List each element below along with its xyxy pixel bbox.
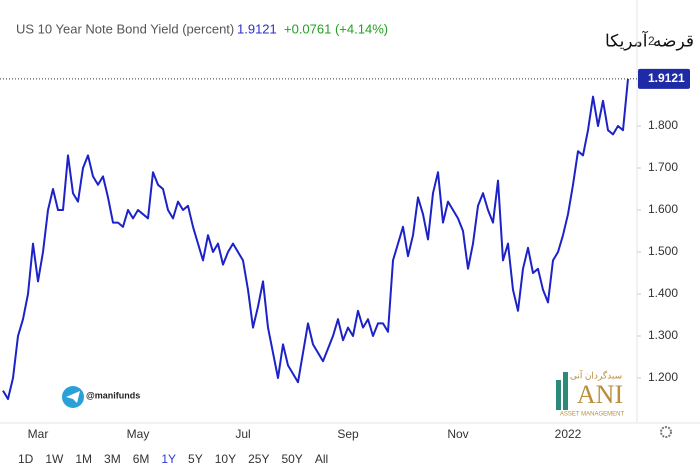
y-tick-label: 1.800 bbox=[648, 118, 678, 132]
last-price-box bbox=[638, 68, 690, 89]
timeframe-button[interactable]: 10Y bbox=[214, 452, 237, 466]
header-change: +0.0761 (+4.14%) bbox=[284, 21, 388, 36]
y-tick-label: 1.400 bbox=[648, 286, 678, 300]
x-tick-label: Sep bbox=[337, 427, 359, 441]
timeframe-button[interactable]: 6M bbox=[132, 452, 150, 466]
logo-bar bbox=[556, 380, 561, 410]
header-price: 1.9121 bbox=[237, 21, 277, 36]
timeframe-bar: 1D 1W 1M 3M 6M 1Y 5Y 10Y 25Y 50Y All bbox=[12, 450, 334, 468]
price-line bbox=[2, 78, 629, 400]
timeframe-button[interactable]: 1M bbox=[75, 452, 93, 466]
timeframe-button[interactable]: 1D bbox=[18, 452, 34, 466]
watermark: @manifunds bbox=[86, 390, 140, 400]
annotation: بهره اوراق قرضه آمریکا bbox=[605, 30, 700, 52]
logo-bar bbox=[563, 372, 568, 410]
y-tick-label: 2 bbox=[648, 34, 655, 48]
logo-subtitle: ASSET MANAGEMENT bbox=[560, 412, 625, 418]
y-tick-label: 1.700 bbox=[648, 160, 678, 174]
x-tick-label: Nov bbox=[447, 427, 468, 441]
settings-icon[interactable] bbox=[660, 426, 672, 438]
x-tick-label: Mar bbox=[28, 427, 49, 441]
timeframe-button[interactable]: 1W bbox=[45, 452, 64, 466]
y-tick-label: 1.200 bbox=[648, 370, 678, 384]
timeframe-button[interactable]: 3M bbox=[104, 452, 121, 466]
timeframe-button[interactable]: All bbox=[314, 452, 329, 466]
last-price-label: 1.9121 bbox=[648, 71, 685, 85]
timeframe-button[interactable]: 50Y bbox=[281, 452, 303, 466]
timeframe-button[interactable]: 5Y bbox=[188, 452, 203, 466]
y-tick-label: 1.500 bbox=[648, 244, 678, 258]
x-tick-label: May bbox=[127, 427, 150, 441]
x-tick-label: Jul bbox=[235, 427, 250, 441]
y-tick-label: 1.600 bbox=[648, 202, 678, 216]
chart-title: US 10 Year Note Bond Yield (percent) bbox=[16, 21, 234, 36]
timeframe-button[interactable]: 25Y bbox=[248, 452, 270, 466]
timeframe-button[interactable]: 1Y bbox=[161, 452, 177, 466]
x-tick-label: 2022 bbox=[555, 427, 582, 441]
logo-caption: سبدگردان آنی bbox=[570, 369, 622, 381]
y-tick-label: 1.300 bbox=[648, 328, 678, 342]
logo-text: ANI bbox=[577, 380, 623, 409]
logo: سبدگردان آنی ANI ASSET MANAGEMENT bbox=[556, 369, 625, 418]
chart: US 10 Year Note Bond Yield (percent) 1.9… bbox=[0, 0, 700, 441]
telegram-plane bbox=[66, 391, 80, 403]
settings-gear[interactable] bbox=[660, 426, 672, 438]
